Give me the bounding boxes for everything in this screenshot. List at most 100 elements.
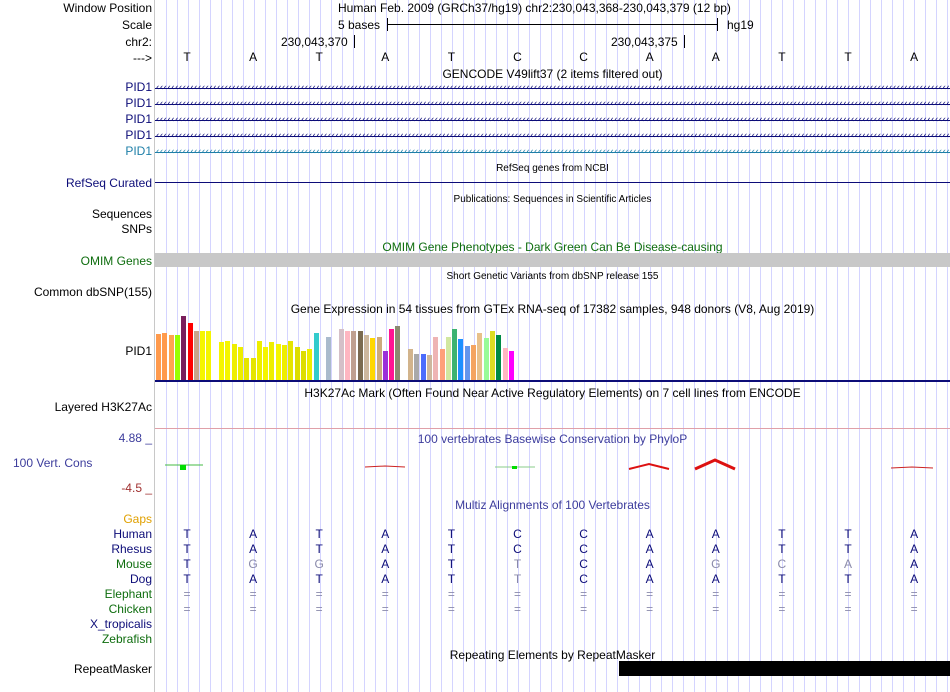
gene-transcript-line[interactable]: ‹‹‹‹‹‹‹‹‹‹‹‹‹‹‹‹‹‹‹‹‹‹‹‹‹‹‹‹‹‹‹‹‹‹‹‹‹‹‹‹… — [155, 83, 950, 93]
gtex-tissue-bar[interactable] — [395, 326, 401, 380]
gtex-tissue-bar[interactable] — [174, 335, 180, 380]
grid-line — [837, 0, 838, 692]
gtex-tissue-bar[interactable] — [225, 341, 231, 380]
gtex-tissue-bar[interactable] — [156, 334, 161, 380]
grid-line — [892, 0, 893, 692]
gtex-tissue-bar[interactable] — [282, 345, 287, 380]
gene-transcript-line[interactable]: ‹‹‹‹‹‹‹‹‹‹‹‹‹‹‹‹‹‹‹‹‹‹‹‹‹‹‹‹‹‹‹‹‹‹‹‹‹‹‹‹… — [155, 147, 950, 157]
gtex-tissue-bar[interactable] — [313, 333, 319, 380]
species-label-rhesus[interactable]: Rhesus — [111, 542, 152, 556]
gtex-tissue-bar[interactable] — [326, 337, 332, 380]
aligned-base: A — [711, 572, 720, 586]
gtex-tissue-bar[interactable] — [300, 351, 306, 380]
snps-label[interactable]: SNPs — [121, 222, 152, 236]
gtex-pid1-label[interactable]: PID1 — [125, 344, 152, 358]
gtex-tissue-bar[interactable] — [256, 341, 262, 380]
vert-cons-label[interactable]: 100 Vert. Cons — [13, 456, 93, 470]
gtex-tissue-bar[interactable] — [181, 316, 187, 380]
aligned-base: = — [580, 587, 588, 601]
gtex-tissue-bar[interactable] — [288, 341, 294, 380]
gtex-tissue-bar[interactable] — [471, 345, 476, 380]
aligned-base: A — [381, 527, 390, 541]
gtex-tissue-bar[interactable] — [458, 339, 464, 380]
h3k27ac-track-title: H3K27Ac Mark (Often Found Near Active Re… — [304, 386, 801, 400]
grid-line — [551, 0, 552, 692]
track-data-area[interactable]: Human Feb. 2009 (GRCh37/hg19) chr2:230,0… — [155, 0, 950, 692]
gtex-tissue-bar[interactable] — [231, 344, 237, 380]
gtex-tissue-bar[interactable] — [168, 335, 174, 380]
cons-max-label: 4.88 _ — [118, 431, 152, 445]
layered-h3k27ac-label[interactable]: Layered H3K27Ac — [54, 400, 152, 414]
cons-plot[interactable] — [155, 450, 950, 480]
omim-genes-label[interactable]: OMIM Genes — [80, 254, 152, 268]
gtex-tissue-bar[interactable] — [389, 329, 395, 380]
gtex-tissue-bar[interactable] — [408, 349, 413, 380]
gtex-tissue-bar[interactable] — [162, 333, 168, 380]
gtex-tissue-bar[interactable] — [345, 331, 350, 380]
species-label-dog[interactable]: Dog — [129, 572, 152, 586]
gtex-tissue-bar[interactable] — [502, 348, 508, 380]
grid-line — [287, 0, 288, 692]
gtex-tissue-bar[interactable] — [187, 323, 193, 380]
grid-line — [705, 0, 706, 692]
gaps-label: Gaps — [123, 512, 152, 526]
gtex-tissue-bar[interactable] — [483, 338, 489, 380]
gtex-tissue-bar[interactable] — [269, 342, 275, 380]
refseq-curated-label[interactable]: RefSeq Curated — [65, 176, 152, 190]
gtex-tissue-bar[interactable] — [464, 346, 470, 380]
gtex-tissue-bar[interactable] — [307, 349, 313, 380]
gtex-tissue-bar[interactable] — [426, 355, 432, 380]
gtex-tissue-bar[interactable] — [376, 337, 382, 380]
gtex-tissue-bar[interactable] — [263, 347, 269, 380]
gtex-tissue-bar[interactable] — [351, 331, 357, 380]
gtex-tissue-bar[interactable] — [439, 349, 445, 380]
grid-line — [375, 0, 376, 692]
gtex-tissue-bar[interactable] — [237, 347, 243, 380]
gene-transcript-line[interactable]: ‹‹‹‹‹‹‹‹‹‹‹‹‹‹‹‹‹‹‹‹‹‹‹‹‹‹‹‹‹‹‹‹‹‹‹‹‹‹‹‹… — [155, 99, 950, 109]
gene-transcript-line[interactable]: ‹‹‹‹‹‹‹‹‹‹‹‹‹‹‹‹‹‹‹‹‹‹‹‹‹‹‹‹‹‹‹‹‹‹‹‹‹‹‹‹… — [155, 131, 950, 141]
gtex-tissue-bar[interactable] — [452, 329, 458, 380]
aligned-base: = — [712, 587, 720, 601]
species-label-x_tropicalis[interactable]: X_tropicalis — [89, 617, 152, 631]
omim-gene-bar[interactable] — [155, 253, 950, 267]
gtex-tissue-bar[interactable] — [206, 331, 212, 380]
gtex-tissue-bar[interactable] — [357, 331, 363, 380]
gtex-tissue-bar[interactable] — [508, 351, 514, 380]
gtex-tissue-bar[interactable] — [433, 337, 439, 380]
gtex-tissue-bar[interactable] — [250, 358, 256, 380]
gtex-tissue-bar[interactable] — [200, 331, 206, 380]
gtex-tissue-bar[interactable] — [244, 358, 250, 380]
species-label-elephant[interactable]: Elephant — [104, 587, 152, 601]
gtex-tissue-bar[interactable] — [489, 331, 495, 380]
gtex-tissue-bar[interactable] — [275, 344, 281, 380]
gtex-tissue-bar[interactable] — [414, 354, 420, 380]
species-label-mouse[interactable]: Mouse — [115, 557, 152, 571]
common-dbsnp-label[interactable]: Common dbSNP(155) — [33, 285, 152, 299]
gtex-tissue-bar[interactable] — [338, 329, 344, 380]
gtex-tissue-bar[interactable] — [370, 338, 376, 380]
refseq-gene-line[interactable] — [155, 182, 950, 183]
gtex-tissue-bar[interactable] — [477, 333, 483, 380]
gene-transcript-line[interactable]: ‹‹‹‹‹‹‹‹‹‹‹‹‹‹‹‹‹‹‹‹‹‹‹‹‹‹‹‹‹‹‹‹‹‹‹‹‹‹‹‹… — [155, 115, 950, 125]
sequences-label[interactable]: Sequences — [91, 207, 152, 221]
gtex-tissue-bar[interactable] — [294, 347, 300, 380]
gtex-tissue-bar[interactable] — [219, 342, 224, 380]
gencode-gene-label-3[interactable]: PID1 — [125, 112, 152, 126]
repeatmasker-label[interactable]: RepeatMasker — [73, 662, 152, 676]
species-label-human[interactable]: Human — [113, 527, 152, 541]
gtex-tissue-bar[interactable] — [382, 351, 388, 380]
species-label-chicken[interactable]: Chicken — [108, 602, 152, 616]
grid-line — [320, 0, 321, 692]
gencode-gene-label-2[interactable]: PID1 — [125, 96, 152, 110]
aligned-base: C — [579, 572, 588, 586]
gtex-tissue-bar[interactable] — [363, 335, 369, 380]
gencode-gene-label-1[interactable]: PID1 — [125, 80, 152, 94]
gencode-gene-label-5[interactable]: PID1 — [125, 144, 152, 158]
species-label-zebrafish[interactable]: Zebrafish — [101, 632, 152, 646]
repeatmasker-element-bar[interactable] — [619, 661, 950, 676]
gtex-tissue-bar[interactable] — [496, 335, 502, 380]
gtex-tissue-bar[interactable] — [445, 337, 451, 380]
gtex-tissue-bar[interactable] — [193, 331, 199, 380]
gencode-gene-label-4[interactable]: PID1 — [125, 128, 152, 142]
gtex-tissue-bar[interactable] — [420, 354, 426, 380]
